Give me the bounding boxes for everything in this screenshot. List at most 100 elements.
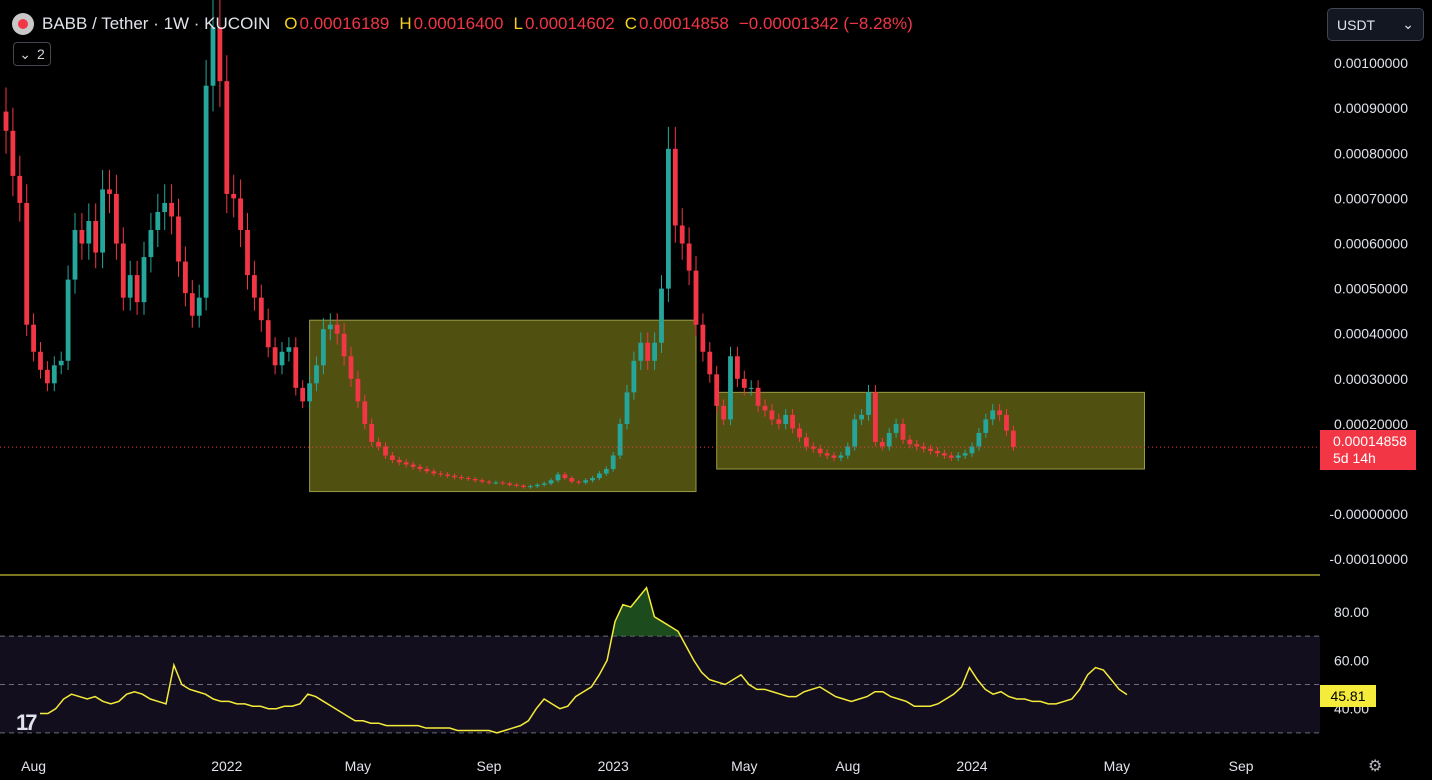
candle[interactable] — [879, 437, 885, 451]
candle[interactable] — [396, 456, 402, 466]
candle[interactable] — [24, 184, 30, 337]
candle[interactable] — [942, 449, 947, 460]
candle[interactable] — [431, 468, 437, 476]
candle[interactable] — [424, 466, 430, 474]
candle[interactable] — [265, 308, 271, 358]
candle[interactable] — [948, 451, 954, 462]
candle[interactable] — [852, 413, 858, 451]
candle[interactable] — [210, 0, 216, 112]
candle[interactable] — [58, 351, 64, 375]
candle[interactable] — [452, 473, 457, 480]
candle[interactable] — [183, 246, 188, 307]
candle[interactable] — [928, 444, 933, 455]
candle[interactable] — [686, 227, 692, 286]
candle[interactable] — [969, 442, 975, 457]
candle[interactable] — [279, 342, 285, 375]
candle[interactable] — [314, 356, 319, 392]
candle[interactable] — [900, 418, 906, 445]
candle[interactable] — [638, 332, 644, 370]
candle[interactable] — [672, 126, 678, 243]
candle[interactable] — [162, 184, 168, 231]
candle[interactable] — [86, 203, 92, 260]
candle[interactable] — [3, 87, 9, 154]
candle[interactable] — [603, 466, 609, 476]
candle[interactable] — [997, 404, 1002, 421]
candle[interactable] — [217, 0, 223, 108]
candle[interactable] — [486, 479, 492, 485]
candle[interactable] — [31, 313, 36, 362]
candle[interactable] — [245, 212, 250, 290]
candle[interactable] — [403, 459, 409, 468]
candle[interactable] — [120, 227, 126, 311]
candle[interactable] — [521, 484, 526, 489]
candle[interactable] — [576, 479, 582, 485]
candle[interactable] — [797, 423, 802, 443]
candle[interactable] — [438, 471, 444, 477]
candle[interactable] — [804, 432, 809, 451]
candle[interactable] — [252, 260, 257, 311]
candle[interactable] — [783, 408, 789, 430]
candle[interactable] — [348, 346, 354, 387]
candle[interactable] — [127, 260, 133, 311]
candle[interactable] — [631, 351, 637, 400]
candle[interactable] — [831, 451, 837, 462]
candle[interactable] — [334, 313, 340, 345]
candle[interactable] — [990, 404, 996, 426]
candle[interactable] — [238, 179, 243, 248]
candle[interactable] — [148, 212, 154, 273]
candle[interactable] — [921, 442, 927, 453]
candle[interactable] — [300, 380, 306, 409]
candle[interactable] — [376, 437, 381, 451]
candle[interactable] — [65, 265, 71, 370]
candle[interactable] — [383, 442, 388, 460]
candle[interactable] — [728, 346, 733, 426]
candle[interactable] — [886, 428, 892, 451]
candle[interactable] — [548, 478, 554, 486]
candle[interactable] — [955, 451, 961, 462]
candle[interactable] — [176, 198, 181, 277]
candle[interactable] — [79, 212, 85, 260]
candle[interactable] — [652, 332, 657, 370]
candle[interactable] — [189, 279, 195, 328]
candle[interactable] — [355, 370, 361, 409]
candle[interactable] — [845, 442, 851, 460]
candle[interactable] — [1004, 408, 1009, 436]
candle[interactable] — [472, 476, 478, 483]
candle[interactable] — [824, 449, 830, 460]
candle[interactable] — [735, 346, 740, 387]
candle[interactable] — [134, 260, 140, 315]
candle[interactable] — [893, 418, 899, 438]
candle[interactable] — [286, 337, 292, 362]
symbol-title[interactable]: BABB / Tether · 1W · KUCOIN — [42, 14, 271, 33]
candle[interactable] — [748, 380, 754, 396]
candle[interactable] — [479, 478, 485, 484]
candle[interactable] — [51, 356, 57, 392]
candle[interactable] — [327, 313, 333, 341]
candle[interactable] — [983, 413, 989, 438]
candle[interactable] — [907, 435, 913, 449]
candle[interactable] — [100, 169, 105, 269]
candle[interactable] — [459, 474, 464, 481]
candle[interactable] — [293, 337, 299, 396]
candle[interactable] — [169, 184, 174, 235]
candle[interactable] — [1011, 425, 1016, 451]
candle[interactable] — [873, 385, 878, 447]
candle[interactable] — [72, 212, 78, 294]
candle[interactable] — [500, 480, 506, 486]
candle[interactable] — [810, 442, 816, 453]
candle[interactable] — [693, 255, 699, 337]
candle[interactable] — [272, 337, 278, 375]
gear-icon[interactable]: ⚙ — [1368, 758, 1383, 775]
candle[interactable] — [514, 483, 519, 488]
candle[interactable] — [562, 472, 568, 481]
tradingview-logo-icon[interactable]: 17 — [16, 710, 38, 735]
candle[interactable] — [624, 385, 630, 430]
candle[interactable] — [866, 385, 871, 421]
candle[interactable] — [362, 394, 368, 430]
candle[interactable] — [700, 313, 706, 362]
candle[interactable] — [203, 59, 209, 311]
candle[interactable] — [666, 126, 671, 303]
candle[interactable] — [417, 463, 423, 472]
candle[interactable] — [679, 208, 685, 260]
